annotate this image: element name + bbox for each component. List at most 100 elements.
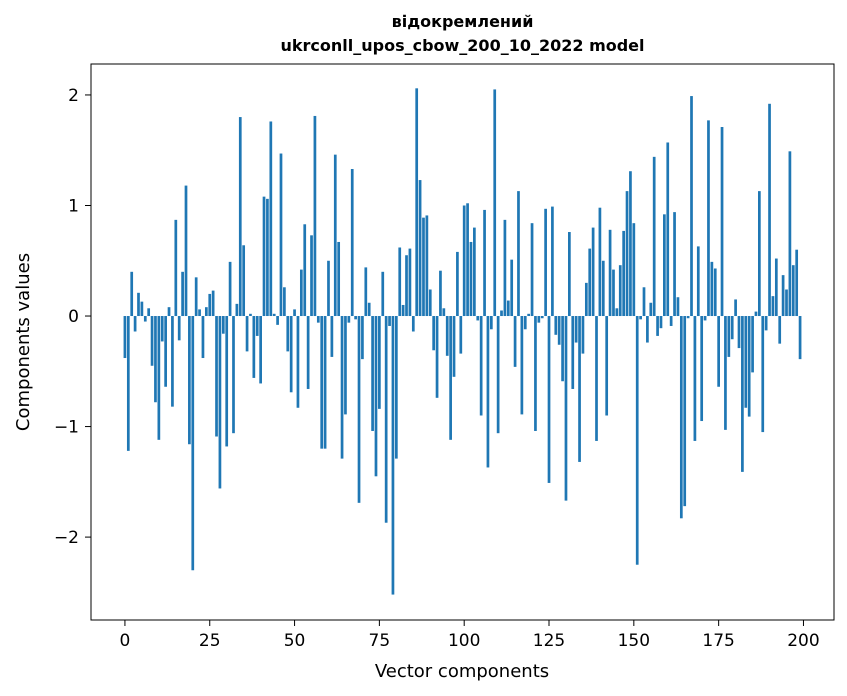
bar-176 (720, 127, 724, 317)
bar-5 (140, 301, 144, 317)
chart-title-line-1: відокремлений (391, 12, 534, 31)
bar-11 (160, 316, 164, 342)
bar-26 (211, 290, 215, 317)
x-tick-label: 200 (787, 631, 819, 651)
bar-77 (384, 316, 388, 523)
bar-16 (177, 316, 181, 341)
bar-98 (456, 251, 459, 317)
bar-166 (686, 316, 690, 319)
bar-182 (741, 316, 744, 472)
bar-124 (544, 208, 547, 317)
bar-148 (625, 191, 629, 317)
bar-94 (442, 308, 446, 317)
bar-31 (228, 261, 232, 317)
bar-69 (357, 316, 361, 503)
bar-34 (238, 117, 242, 317)
bar-177 (724, 316, 727, 430)
bar-135 (581, 316, 585, 354)
bar-190 (768, 103, 771, 317)
bar-6 (143, 316, 147, 322)
bar-97 (452, 316, 456, 377)
bar-68 (354, 316, 357, 320)
x-tick-label: 25 (199, 631, 221, 651)
bar-25 (208, 293, 212, 317)
bar-141 (601, 260, 605, 317)
bar-113 (506, 300, 510, 317)
bar-198 (795, 249, 799, 317)
bar-108 (489, 316, 493, 330)
bar-12 (164, 316, 167, 387)
bar-137 (588, 248, 592, 317)
y-tick-label: 2 (68, 86, 79, 106)
bar-111 (500, 310, 503, 317)
bar-152 (639, 316, 642, 320)
bar-14 (171, 316, 174, 407)
bar-57 (316, 316, 320, 323)
bar-0 (123, 316, 127, 359)
bar-39 (255, 316, 259, 336)
bar-102 (469, 241, 473, 317)
bar-145 (615, 308, 619, 317)
bar-154 (646, 316, 649, 343)
bar-28 (218, 316, 222, 489)
bar-168 (693, 316, 697, 441)
bar-47 (283, 287, 286, 317)
bar-172 (707, 120, 710, 317)
bar-52 (299, 269, 303, 317)
bar-91 (432, 316, 436, 351)
bar-3 (133, 316, 137, 332)
bar-187 (758, 191, 761, 317)
bar-191 (771, 296, 775, 317)
bar-59 (323, 316, 327, 449)
bar-21 (194, 277, 198, 317)
y-tick-label: −1 (54, 418, 79, 438)
bar-7 (147, 308, 151, 317)
bar-130 (564, 316, 568, 501)
bar-184 (747, 316, 751, 417)
bar-95 (445, 316, 449, 356)
bar-174 (713, 268, 717, 317)
bar-44 (272, 313, 276, 317)
bar-107 (486, 316, 490, 468)
bar-82 (401, 304, 405, 317)
bar-88 (422, 217, 425, 317)
bar-129 (561, 316, 564, 382)
bar-194 (781, 275, 785, 317)
bar-132 (571, 316, 575, 389)
bar-51 (296, 316, 300, 408)
bar-36 (245, 316, 249, 352)
plot-frame (90, 63, 835, 621)
bar-183 (744, 316, 748, 408)
bar-115 (513, 316, 517, 367)
bar-40 (259, 316, 262, 384)
bar-96 (449, 316, 452, 440)
bar-20 (191, 316, 195, 571)
bar-56 (313, 115, 317, 317)
bar-119 (527, 313, 531, 317)
bar-169 (696, 246, 700, 317)
bar-161 (669, 316, 673, 326)
bar-90 (428, 289, 432, 317)
bar-117 (520, 316, 524, 415)
bar-123 (540, 316, 544, 319)
bar-series (123, 88, 802, 595)
chart-title-line-2: ukrconll_upos_cbow_200_10_2022 model (280, 36, 645, 55)
x-axis-label: Vector components (375, 661, 549, 682)
bar-84 (408, 248, 412, 317)
bar-67 (350, 169, 354, 317)
bar-146 (618, 265, 622, 317)
bar-160 (666, 142, 670, 317)
bar-78 (388, 316, 391, 326)
x-axis: 0 25 50 75 100 125 150 175 200 (120, 620, 820, 651)
bar-131 (568, 232, 571, 317)
bar-29 (221, 316, 225, 334)
bar-175 (717, 316, 720, 387)
y-tick-label: 1 (68, 196, 79, 216)
bar-72 (367, 302, 371, 317)
bar-23 (201, 316, 205, 359)
bar-15 (174, 219, 178, 317)
bar-140 (598, 207, 602, 317)
bar-118 (523, 316, 527, 330)
bar-185 (751, 316, 754, 373)
